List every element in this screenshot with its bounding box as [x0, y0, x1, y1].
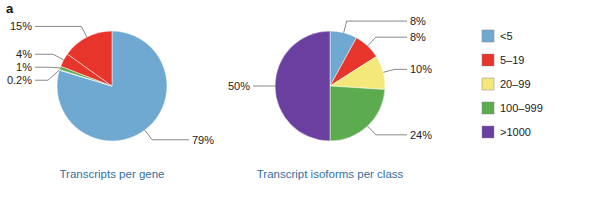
data-label: 79%: [192, 134, 214, 146]
legend-swatch: [482, 126, 494, 138]
panel-label: a: [6, 1, 14, 16]
pie-slice: [67, 31, 112, 86]
leader-line: [253, 86, 275, 87]
data-label: 15%: [10, 20, 32, 32]
chart-title: Transcripts per gene: [59, 168, 164, 180]
chart: 79% 15% 4%1%0.2% Transcripts per gene a 8% 8% 1…: [0, 0, 615, 204]
legend-entry: 100–999: [500, 102, 543, 114]
legend-swatch: [482, 78, 494, 90]
leader-line: [368, 37, 407, 46]
legend-entry: 20–99: [500, 78, 531, 90]
legend-swatch: [482, 30, 494, 42]
leader-line: [35, 54, 64, 60]
leader-line: [344, 21, 407, 33]
pie-0: [57, 31, 167, 141]
data-label: 50%: [228, 80, 250, 92]
data-label: 1%: [16, 61, 32, 73]
data-label: 8%: [410, 15, 426, 27]
pie-slice: [330, 86, 385, 141]
data-label: 8%: [410, 31, 426, 43]
leader-line: [35, 26, 87, 37]
leader-line: [35, 70, 59, 80]
leader-line: [145, 130, 189, 140]
data-label: 24%: [410, 129, 432, 141]
leader-line: [368, 126, 407, 135]
data-label: 0.2%: [7, 74, 32, 86]
legend-entry: <5: [500, 30, 513, 42]
pie-1: [275, 31, 385, 141]
chart-title: Transcript isoforms per class: [257, 168, 404, 180]
leader-line: [35, 67, 60, 69]
pie-slice: [57, 31, 167, 141]
legend-swatch: [482, 54, 494, 66]
leader-line: [383, 69, 407, 72]
legend: <5 5–19 20–99 100–999 >1000: [482, 30, 543, 138]
pie-slice: [330, 57, 385, 90]
pie-slice: [275, 31, 330, 141]
data-label: 4%: [16, 48, 32, 60]
legend-entry: 5–19: [500, 54, 524, 66]
legend-swatch: [482, 102, 494, 114]
legend-entry: >1000: [500, 126, 531, 138]
data-label: 10%: [410, 63, 432, 75]
